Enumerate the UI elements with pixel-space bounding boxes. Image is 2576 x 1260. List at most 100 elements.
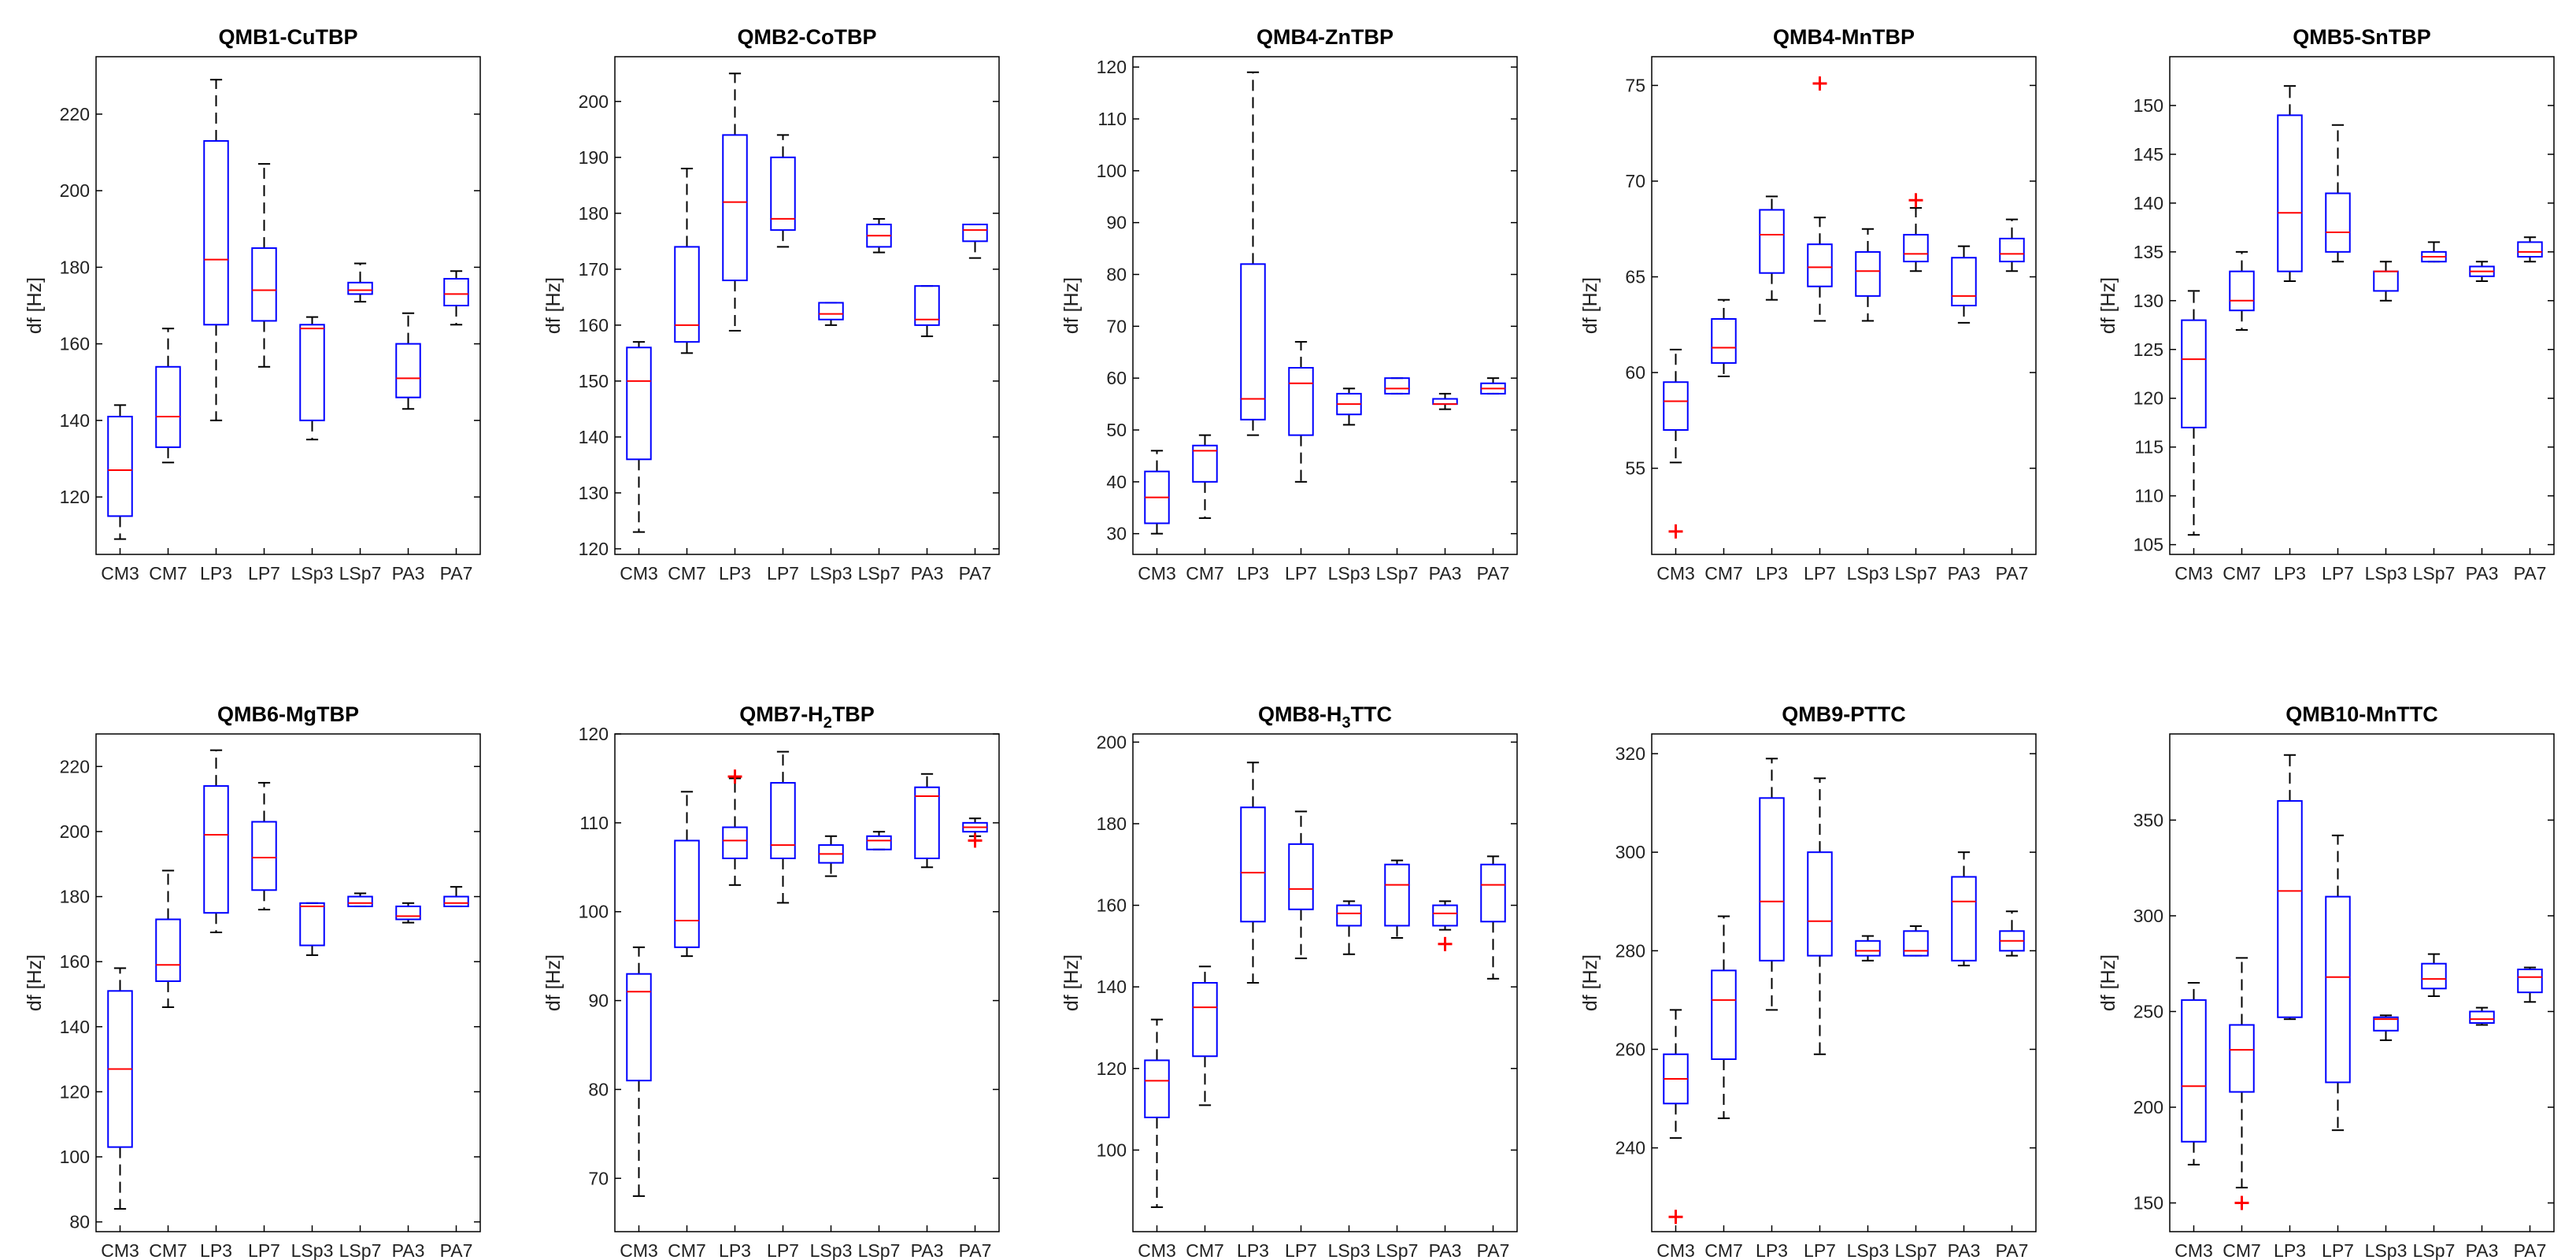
y-tick-label: 280 — [1616, 940, 1645, 961]
box-PA7 — [1480, 855, 1506, 980]
box-CM7 — [155, 328, 181, 464]
x-tick-label: CM3 — [620, 1240, 658, 1260]
subplot-4: QMB4-MnTBP df [Hz] 55 60 65 70 75 CM3 CM7 LP3 LP7 L… — [1579, 25, 2037, 584]
y-tick-label: 65 — [1625, 267, 1645, 287]
y-tick-label: 170 — [579, 259, 609, 280]
box-PA3 — [395, 312, 421, 410]
box-LP3 — [1759, 758, 1785, 1011]
y-tick-label: 80 — [1106, 265, 1127, 285]
box-CM3 — [1144, 450, 1170, 535]
subplot-title: QMB4-ZnTBP — [1257, 25, 1393, 49]
box-body — [1951, 876, 1977, 962]
box-PA3 — [914, 285, 940, 338]
outlier-marker — [1438, 936, 1453, 951]
box-body — [1480, 863, 1506, 923]
axes-frame — [614, 56, 1000, 555]
box-body — [1903, 930, 1929, 957]
box-PA3 — [914, 773, 940, 869]
y-tick-label: 105 — [2134, 535, 2163, 555]
box-body — [914, 285, 940, 326]
box-LP3 — [1240, 762, 1266, 984]
box-PA7 — [1999, 910, 2025, 957]
y-tick-label: 220 — [60, 756, 90, 776]
x-tick-label: LSp3 — [1847, 563, 1889, 584]
y-tick-label: 130 — [579, 483, 609, 503]
box-CM3 — [626, 341, 652, 533]
axes-frame — [2169, 733, 2555, 1232]
x-tick-label: LP3 — [1237, 1240, 1269, 1260]
box-body — [674, 246, 700, 343]
box-PA3 — [1432, 900, 1458, 931]
box-CM7 — [1192, 434, 1218, 519]
box-body — [203, 139, 229, 326]
box-LSp3 — [1336, 900, 1362, 955]
box-PA3 — [2469, 261, 2495, 283]
y-tick-label: 70 — [588, 1168, 609, 1188]
box-LP3 — [2277, 85, 2303, 283]
x-tick-label: PA3 — [911, 1240, 944, 1260]
box-body — [866, 835, 892, 850]
box-PA3 — [1951, 851, 1977, 967]
box-body — [107, 415, 133, 517]
axes-frame — [1132, 56, 1518, 555]
y-tick-label: 150 — [2134, 95, 2163, 116]
subplot-title: QMB5-SnTBP — [2293, 25, 2431, 49]
x-tick-label: PA7 — [2514, 1240, 2547, 1260]
box-body — [1240, 806, 1266, 923]
box-body — [1855, 250, 1881, 297]
x-tick-label: LP7 — [1804, 563, 1836, 584]
y-tick-label: 140 — [1097, 976, 1127, 997]
box-body — [2325, 895, 2351, 1084]
box-body — [395, 905, 421, 921]
y-tick-label: 140 — [60, 410, 90, 431]
x-tick-label: LSp7 — [339, 1240, 382, 1260]
x-tick-label: LSp3 — [1847, 1240, 1889, 1260]
y-axis-label: df [Hz] — [2097, 954, 2119, 1011]
subplot-title: QMB1-CuTBP — [219, 25, 358, 49]
box-body — [1240, 263, 1266, 421]
x-tick-label: CM3 — [1656, 1240, 1695, 1260]
y-tick-label: 250 — [2134, 1001, 2163, 1021]
box-CM3 — [626, 946, 652, 1197]
axes-frame — [1651, 733, 2037, 1232]
x-tick-label: CM7 — [668, 563, 706, 584]
subplot-title: QMB7-H2TBP — [739, 702, 875, 732]
x-tick-label: PA7 — [1996, 563, 2029, 584]
subplot-title: QMB2-CoTBP — [738, 25, 877, 49]
x-tick-label: LP3 — [719, 1240, 751, 1260]
box-body — [251, 821, 277, 891]
y-axis-label: df [Hz] — [1060, 277, 1083, 334]
box-LP7 — [770, 134, 796, 248]
box-CM7 — [2229, 957, 2255, 1189]
box-body — [818, 302, 844, 321]
x-tick-label: CM3 — [101, 563, 139, 584]
box-CM7 — [155, 869, 181, 1008]
x-tick-label: LSp7 — [2413, 563, 2456, 584]
x-tick-label: LP3 — [1237, 563, 1269, 584]
x-tick-label: LSp7 — [858, 1240, 901, 1260]
y-tick-label: 110 — [579, 813, 609, 833]
box-LSp7 — [1903, 925, 1929, 957]
x-tick-label: PA3 — [1429, 563, 1462, 584]
x-tick-label: LP3 — [1756, 1240, 1788, 1260]
x-tick-label: PA3 — [1948, 563, 1981, 584]
y-tick-label: 120 — [579, 724, 609, 744]
x-tick-label: PA3 — [1948, 1240, 1981, 1260]
box-LP7 — [2325, 834, 2351, 1132]
y-tick-label: 180 — [60, 887, 90, 907]
box-body — [2517, 241, 2543, 258]
y-tick-label: 70 — [1625, 171, 1645, 191]
x-tick-label: PA3 — [1429, 1240, 1462, 1260]
box-body — [203, 785, 229, 914]
box-body — [1288, 367, 1314, 436]
box-LSp7 — [866, 217, 892, 254]
box-CM7 — [1192, 965, 1218, 1106]
y-tick-label: 180 — [60, 257, 90, 277]
y-tick-label: 90 — [588, 991, 609, 1011]
y-tick-label: 140 — [60, 1017, 90, 1037]
box-LP3 — [1759, 195, 1785, 301]
outlier-marker — [1908, 193, 1923, 208]
box-LP3 — [203, 749, 229, 933]
subplot-title: QMB8-H3TTC — [1258, 702, 1392, 732]
outlier-marker — [968, 833, 983, 848]
